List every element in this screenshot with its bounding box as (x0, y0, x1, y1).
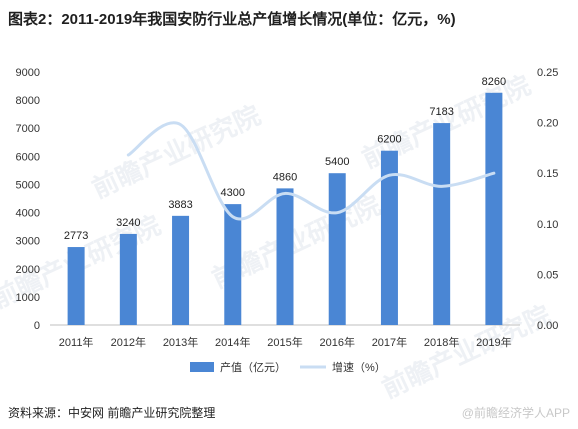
x-tick-label: 2015年 (267, 335, 302, 349)
bar-2012年 (119, 233, 137, 325)
growth-rate-line (126, 121, 496, 221)
x-tick-label: 2016年 (319, 335, 354, 349)
bar-value-label: 4860 (273, 171, 297, 183)
footer-watermark: @前瞻经济学人APP (461, 406, 570, 420)
watermark-text-4: 前瞻产业研究院 (377, 300, 555, 405)
bar-value-label: 6200 (377, 134, 401, 146)
legend-bar-label: 产值（亿元） (220, 360, 286, 374)
bar-2017年 (380, 150, 398, 325)
y-left-tick-label: 8000 (16, 95, 40, 107)
y-right-tick-label: 0.25 (537, 67, 558, 79)
bar-2019年 (485, 92, 503, 326)
bar-value-label: 7183 (429, 106, 453, 118)
bar-value-label: 5400 (325, 156, 349, 168)
x-tick-label: 2018年 (424, 335, 459, 349)
bar-value-label: 2773 (64, 230, 88, 242)
y-left-tick-label: 0 (34, 320, 40, 332)
x-tick-label: 2012年 (111, 335, 146, 349)
bar-2014年 (224, 204, 242, 325)
bar-2013年 (172, 215, 190, 325)
bar-value-label: 3240 (116, 217, 140, 229)
bar-value-label: 8260 (482, 76, 506, 88)
y-left-tick-label: 4000 (16, 208, 40, 220)
y-left-tick-label: 7000 (16, 123, 40, 135)
y-left-tick-label: 5000 (16, 179, 40, 191)
x-tick-label: 2017年 (372, 335, 407, 349)
x-tick-label: 2013年 (163, 335, 198, 349)
y-left-tick-label: 9000 (16, 67, 40, 79)
x-tick-label: 2019年 (476, 335, 511, 349)
x-tick-label: 2011年 (59, 335, 94, 349)
y-left-tick-label: 2000 (16, 264, 40, 276)
y-right-tick-label: 0.15 (537, 168, 558, 180)
bar-2018年 (433, 123, 451, 326)
legend-line-label: 增速（%） (332, 360, 386, 374)
y-right-tick-label: 0.05 (537, 269, 558, 281)
x-tick-label: 2014年 (215, 335, 250, 349)
bar-2011年 (67, 247, 85, 325)
y-right-tick-label: 0.20 (537, 118, 558, 130)
bar-value-label: 4300 (221, 187, 245, 199)
y-right-tick-label: 0.10 (537, 219, 558, 231)
y-left-tick-label: 6000 (16, 151, 40, 163)
y-left-tick-label: 3000 (16, 236, 40, 248)
bar-2015年 (276, 188, 294, 325)
y-right-tick-label: 0.00 (537, 320, 558, 332)
y-left-tick-label: 1000 (16, 292, 40, 304)
bar-value-label: 3883 (168, 199, 192, 211)
chart-title: 图表2：2011-2019年我国安防行业总产值增长情况(单位：亿元，%) (8, 11, 456, 28)
legend-bar-swatch (190, 362, 214, 372)
bar-2016年 (328, 173, 346, 325)
source-note: 资料来源：中安网 前瞻产业研究院整理 (8, 406, 216, 420)
